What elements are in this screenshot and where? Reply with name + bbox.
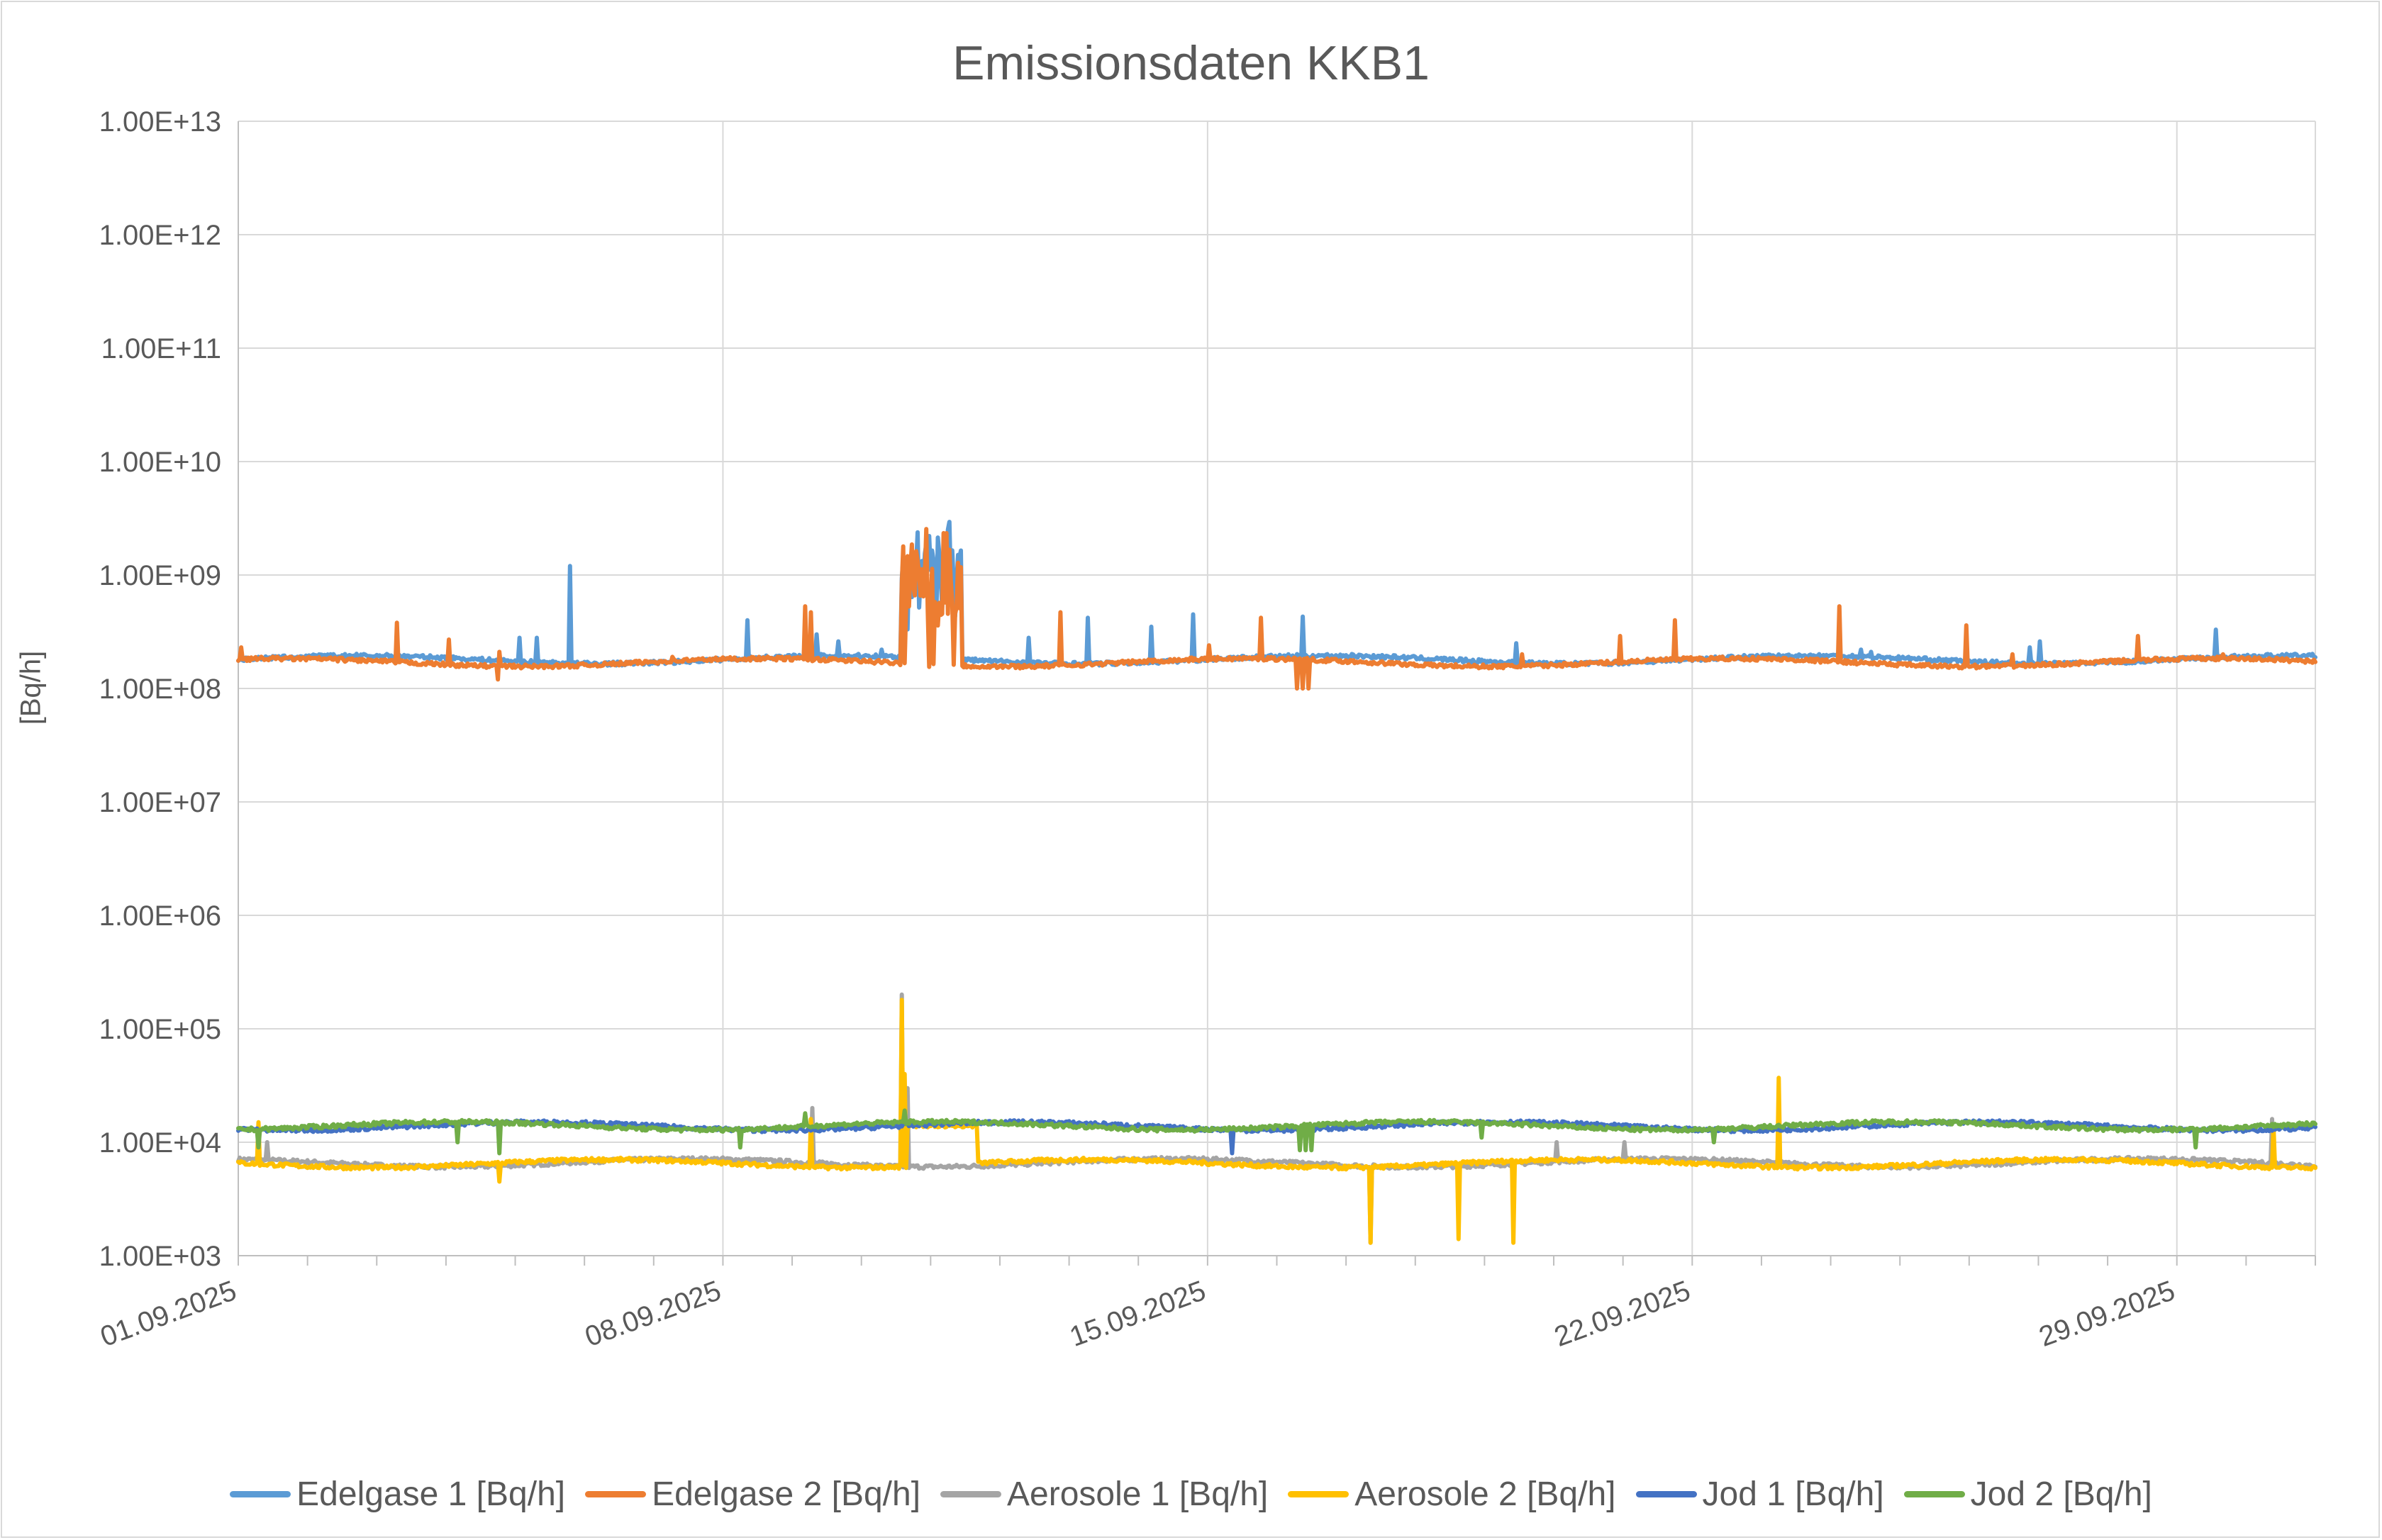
legend-item: Aerosole 2 [Bq/h]: [1288, 1475, 1616, 1514]
x-tick-label: 08.09.2025: [581, 1275, 725, 1353]
y-tick-label: 1.00E+03: [99, 1241, 221, 1272]
y-tick-label: 1.00E+12: [99, 220, 221, 251]
legend-label: Aerosole 2 [Bq/h]: [1354, 1475, 1616, 1513]
legend-item: Edelgase 1 [Bq/h]: [230, 1475, 565, 1514]
legend-swatch: [1288, 1491, 1349, 1497]
chart-title: Emissionsdaten KKB1: [952, 36, 1430, 90]
legend-swatch: [230, 1491, 291, 1497]
y-tick-label: 1.00E+09: [99, 560, 221, 591]
legend: Edelgase 1 [Bq/h] Edelgase 2 [Bq/h] Aeroso…: [0, 1475, 2382, 1514]
legend-swatch: [1635, 1491, 1697, 1497]
legend-item: Aerosole 1 [Bq/h]: [940, 1475, 1268, 1514]
legend-label: Edelgase 1 [Bq/h]: [296, 1475, 566, 1513]
series-line-edelgase-1: [236, 520, 2317, 668]
y-tick-label: 1.00E+04: [99, 1127, 221, 1159]
legend-label: Edelgase 2 [Bq/h]: [652, 1475, 921, 1513]
x-tick-label: 01.09.2025: [96, 1275, 240, 1353]
legend-item: Edelgase 2 [Bq/h]: [585, 1475, 920, 1514]
legend-item: Jod 2 [Bq/h]: [1903, 1475, 2152, 1514]
legend-swatch: [585, 1491, 647, 1497]
series-line-aerosole-2: [236, 998, 2317, 1245]
x-tick-label: 29.09.2025: [2035, 1275, 2179, 1353]
y-tick-label: 1.00E+05: [99, 1014, 221, 1045]
series-line-aerosole-1: [236, 992, 2317, 1245]
y-tick-label: 1.00E+13: [99, 106, 221, 138]
y-tick-label: 1.00E+10: [99, 447, 221, 478]
y-tick-label: 1.00E+07: [99, 787, 221, 818]
legend-swatch: [940, 1491, 1002, 1497]
x-tick-label: 22.09.2025: [1550, 1275, 1694, 1353]
y-tick-label: 1.00E+11: [101, 333, 221, 364]
legend-label: Aerosole 1 [Bq/h]: [1007, 1475, 1269, 1513]
x-tick-label: 15.09.2025: [1066, 1275, 1210, 1353]
series-line-jod-2: [236, 1108, 2317, 1156]
legend-swatch: [1903, 1491, 1965, 1497]
series-line-edelgase-2: [236, 527, 2317, 691]
y-tick-label: 1.00E+08: [99, 674, 221, 705]
legend-label: Jod 2 [Bq/h]: [1970, 1475, 2152, 1513]
y-tick-label: 1.00E+06: [99, 900, 221, 932]
legend-item: Jod 1 [Bq/h]: [1635, 1475, 1884, 1514]
legend-label: Jod 1 [Bq/h]: [1702, 1475, 1884, 1513]
